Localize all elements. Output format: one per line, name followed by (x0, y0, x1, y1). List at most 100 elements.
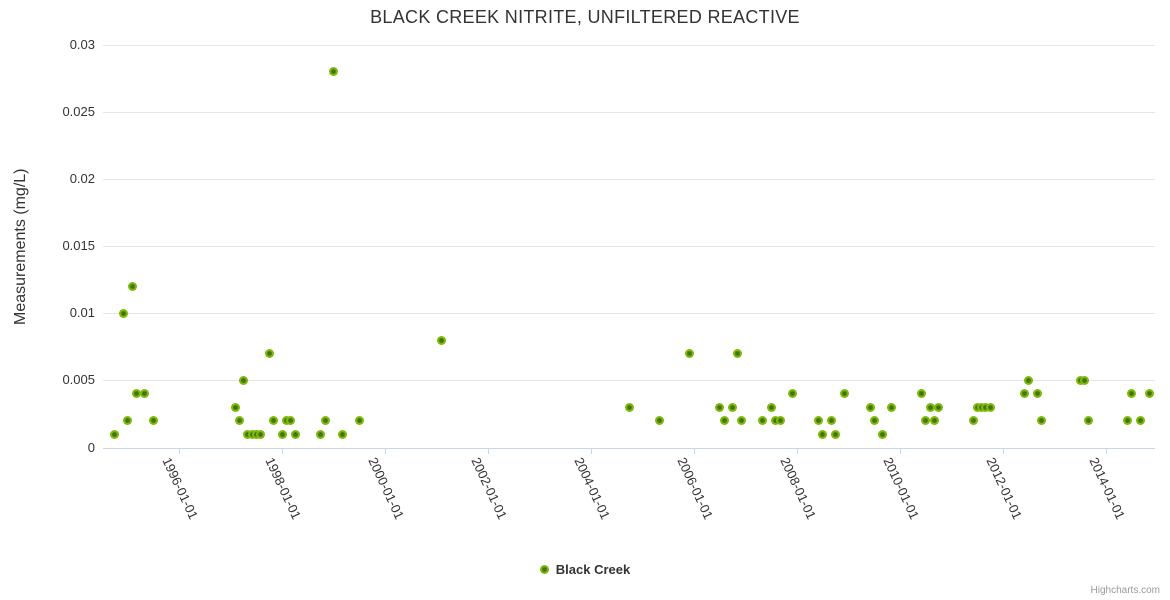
data-point[interactable] (728, 402, 738, 412)
data-point[interactable] (758, 416, 768, 426)
x-axis-tick-label: 2014-01-01 (1086, 455, 1129, 522)
data-point[interactable] (110, 429, 120, 439)
data-point[interactable] (131, 389, 141, 399)
data-point[interactable] (1020, 389, 1030, 399)
y-axis-tick-label: 0.03 (69, 37, 95, 52)
x-axis-tick-label: 1998-01-01 (262, 455, 305, 522)
h-gridline (103, 112, 1155, 114)
data-point[interactable] (878, 429, 888, 439)
data-point[interactable] (827, 416, 836, 426)
h-gridline (103, 179, 1155, 181)
data-point[interactable] (269, 416, 279, 426)
data-point[interactable] (277, 429, 287, 439)
data-point[interactable] (775, 416, 785, 426)
data-point[interactable] (1080, 375, 1090, 385)
data-point[interactable] (685, 349, 695, 359)
data-point[interactable] (256, 429, 266, 439)
x-axis-tick-label: 2010-01-01 (880, 455, 923, 522)
x-axis-tick (900, 447, 902, 454)
data-point[interactable] (985, 402, 995, 412)
x-axis-tick-label: 2004-01-01 (571, 455, 614, 522)
y-axis-tick-label: 0 (87, 439, 95, 455)
data-point[interactable] (839, 389, 849, 399)
y-axis-tick-label: 0.02 (69, 171, 95, 187)
data-point[interactable] (118, 308, 128, 318)
x-axis-line (103, 447, 1155, 449)
data-point[interactable] (736, 416, 746, 426)
y-axis-tick-label: 0.005 (62, 372, 95, 388)
data-point[interactable] (337, 429, 347, 439)
data-point[interactable] (929, 416, 939, 426)
x-axis-tick-label: 2002-01-01 (468, 455, 511, 522)
x-axis-tick (797, 447, 799, 454)
chart-title: BLACK CREEK NITRITE, UNFILTERED REACTIVE (370, 7, 800, 27)
h-gridline (103, 246, 1155, 248)
x-axis-tick-label: 2000-01-01 (365, 455, 408, 522)
data-point[interactable] (123, 416, 133, 426)
h-gridline (103, 313, 1155, 315)
data-point[interactable] (818, 429, 828, 439)
data-point[interactable] (264, 349, 274, 359)
data-point[interactable] (140, 389, 150, 399)
h-gridline (103, 45, 1155, 46)
x-axis-tick (1003, 447, 1005, 454)
data-point[interactable] (354, 416, 364, 426)
data-point[interactable] (230, 402, 240, 412)
data-point[interactable] (290, 429, 300, 439)
data-point[interactable] (1135, 416, 1145, 426)
data-point[interactable] (127, 282, 137, 291)
data-point[interactable] (732, 349, 742, 359)
legend-item-black-creek[interactable]: Black Creek (539, 562, 631, 577)
h-gridline (103, 380, 1155, 382)
data-point[interactable] (917, 389, 927, 399)
data-point[interactable] (865, 402, 875, 412)
data-point[interactable] (316, 429, 326, 439)
data-point[interactable] (1127, 389, 1137, 399)
data-point[interactable] (1024, 375, 1034, 385)
data-point[interactable] (766, 402, 776, 412)
y-axis-tick-label: 0.01 (69, 305, 95, 321)
highcharts-credits-link[interactable]: Highcharts.com (1090, 585, 1160, 596)
data-point[interactable] (1032, 389, 1042, 399)
x-axis-tick (488, 447, 490, 454)
data-point[interactable] (788, 389, 798, 399)
data-point[interactable] (655, 416, 665, 426)
x-axis-tick (385, 447, 387, 454)
x-axis-tick (591, 447, 593, 454)
data-point[interactable] (234, 416, 244, 426)
x-axis-tick (179, 447, 181, 454)
data-point[interactable] (436, 335, 446, 345)
y-axis-tick-label: 0.015 (62, 238, 95, 254)
x-axis-tick-label: 1996-01-01 (159, 455, 202, 522)
legend: Black Creek (0, 562, 1170, 577)
data-point[interactable] (968, 416, 978, 426)
data-point[interactable] (719, 416, 729, 426)
y-axis-tick-label: 0.025 (62, 104, 95, 120)
data-point[interactable] (1037, 416, 1047, 426)
data-point[interactable] (625, 402, 635, 412)
data-point[interactable] (1144, 389, 1154, 399)
data-point[interactable] (149, 416, 158, 426)
data-point[interactable] (1123, 416, 1132, 426)
legend-item-label: Black Creek (555, 562, 631, 577)
data-point[interactable] (320, 416, 330, 426)
x-axis-tick-label: 2012-01-01 (983, 455, 1026, 522)
x-axis-tick (1106, 447, 1108, 454)
x-axis-tick (282, 447, 284, 454)
data-point[interactable] (286, 416, 296, 426)
data-point[interactable] (715, 402, 725, 412)
data-point[interactable] (869, 416, 879, 426)
data-point[interactable] (921, 416, 931, 426)
data-point[interactable] (329, 67, 339, 77)
data-point[interactable] (934, 402, 944, 412)
data-point[interactable] (814, 416, 824, 426)
data-point[interactable] (831, 429, 841, 439)
data-point[interactable] (239, 375, 249, 385)
x-axis-tick-label: 2008-01-01 (777, 455, 820, 522)
data-point[interactable] (887, 402, 896, 412)
x-axis-tick-label: 2006-01-01 (674, 455, 717, 522)
data-point[interactable] (925, 402, 935, 412)
data-point[interactable] (1084, 416, 1094, 426)
